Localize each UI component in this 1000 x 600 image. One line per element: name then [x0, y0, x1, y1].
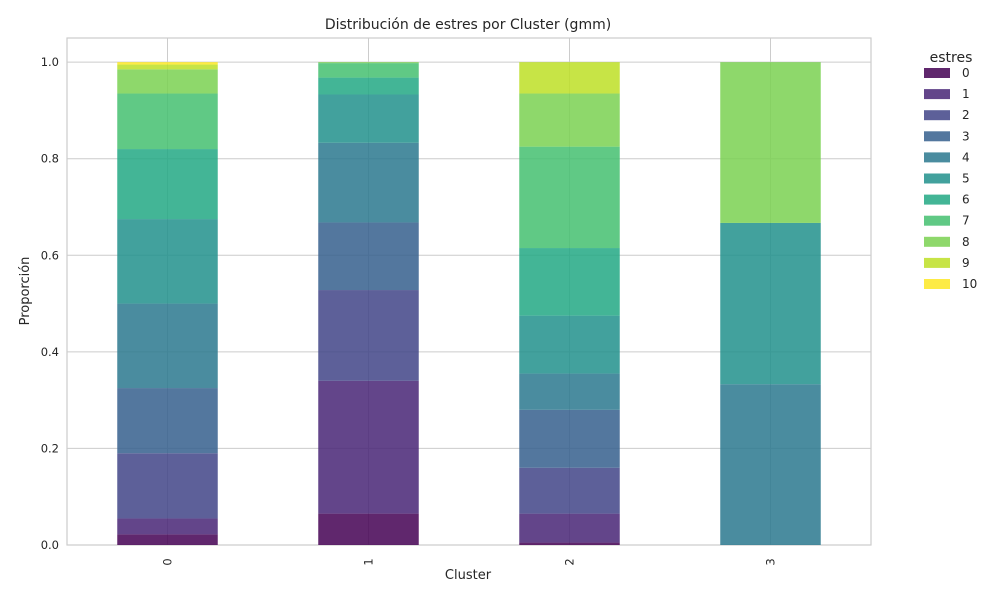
- bar-segment: [318, 380, 419, 514]
- bar-segment: [318, 142, 419, 223]
- bar-segment: [117, 93, 218, 150]
- bar-segment: [117, 303, 218, 389]
- bar-segment: [117, 388, 218, 454]
- legend-entry: 2: [962, 108, 970, 122]
- legend-swatch: [924, 131, 950, 142]
- y-axis-label: Proporción: [18, 257, 33, 326]
- x-tick-label: 1: [362, 558, 376, 565]
- y-tick-label: 0.4: [41, 345, 59, 359]
- bar-segment: [519, 467, 620, 514]
- legend-entry: 5: [962, 172, 970, 186]
- legend-swatch: [924, 215, 950, 226]
- bar-segment: [117, 62, 218, 65]
- legend-entry: 0: [962, 66, 970, 80]
- bar-segment: [720, 384, 821, 545]
- y-tick-label: 0.8: [41, 152, 59, 166]
- bar-segment: [318, 63, 419, 78]
- y-tick-label: 1.0: [41, 55, 59, 69]
- bar-segment: [117, 219, 218, 304]
- bar-segment: [519, 93, 620, 147]
- bar-segment: [318, 222, 419, 291]
- bar-segment: [117, 149, 218, 220]
- legend-swatch: [924, 89, 950, 100]
- bar-segment: [519, 542, 620, 545]
- bar-segment: [519, 248, 620, 316]
- x-tick-label: 2: [563, 558, 577, 565]
- legend-swatch: [924, 194, 950, 205]
- x-axis-ticks: 0 1 2 3: [161, 558, 778, 565]
- bar-segment: [519, 62, 620, 94]
- y-axis-ticks: 0.0 0.2 0.4 0.6 0.8 1.0: [41, 55, 59, 552]
- legend-title: estres: [930, 50, 973, 66]
- bar-segment: [519, 409, 620, 468]
- x-axis-label: Cluster: [445, 568, 492, 583]
- legend-entry: 8: [962, 235, 970, 249]
- bar-segment: [318, 290, 419, 381]
- bar-segment: [519, 315, 620, 374]
- legend-swatch: [924, 152, 950, 163]
- x-tick-label: 3: [764, 558, 778, 565]
- legend-entry: 1: [962, 87, 970, 101]
- bar-segment: [117, 518, 218, 535]
- legend: estres 0 1 2 3 4 5 6 7 8 9 10: [924, 50, 977, 291]
- bar-segment: [720, 62, 821, 223]
- legend-entry: 4: [962, 150, 970, 164]
- bar-segment: [117, 69, 218, 94]
- x-tick-label: 0: [161, 558, 175, 565]
- legend-swatch: [924, 236, 950, 247]
- bar-segment: [519, 146, 620, 249]
- y-tick-label: 0.2: [41, 441, 59, 455]
- bar-segment: [318, 62, 419, 64]
- legend-swatch: [924, 279, 950, 289]
- bar-segment: [117, 534, 218, 545]
- legend-entry: 9: [962, 256, 970, 270]
- legend-entry: 3: [962, 129, 970, 143]
- legend-swatch: [924, 110, 950, 121]
- legend-entry: 6: [962, 193, 970, 207]
- y-tick-label: 0.6: [41, 248, 59, 262]
- bar-segment: [117, 453, 218, 519]
- bar-segment: [318, 77, 419, 95]
- legend-swatch: [924, 173, 950, 184]
- legend-swatch: [924, 68, 950, 78]
- bar-segment: [720, 222, 821, 385]
- chart-title: Distribución de estres por Cluster (gmm): [325, 17, 611, 33]
- bars-group: [117, 62, 821, 545]
- bar-segment: [318, 94, 419, 143]
- bar-segment: [318, 513, 419, 545]
- legend-swatch: [924, 257, 950, 268]
- bar-segment: [117, 64, 218, 70]
- legend-entry: 10: [962, 277, 977, 291]
- legend-entry: 7: [962, 214, 970, 228]
- bar-segment: [519, 373, 620, 410]
- bar-segment: [519, 513, 620, 543]
- y-tick-label: 0.0: [41, 538, 59, 552]
